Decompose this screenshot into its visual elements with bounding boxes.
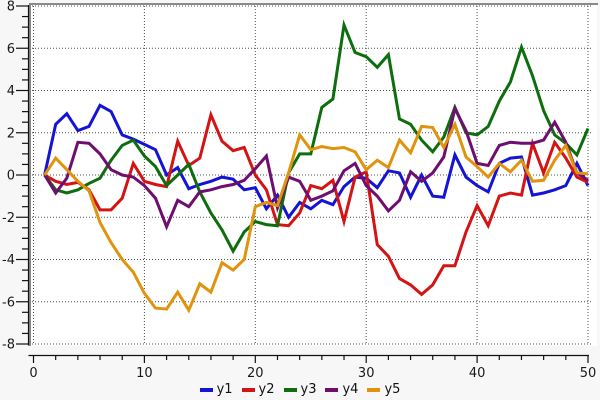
legend-label-y4: y4 <box>342 382 359 397</box>
legend-item-y2: y2 <box>241 382 275 397</box>
y-tick-label--8: -8 <box>2 338 15 353</box>
y-tick-label-0: 0 <box>7 169 15 184</box>
y-tick-label--6: -6 <box>2 295 15 310</box>
y-tick-label-2: 2 <box>7 126 15 141</box>
legend-swatch-y2 <box>241 387 255 392</box>
legend-item-y3: y3 <box>283 382 317 397</box>
legend-item-y1: y1 <box>199 382 233 397</box>
y-tick-label--2: -2 <box>2 211 15 226</box>
legend-item-y5: y5 <box>367 382 400 397</box>
series-line-y1 <box>43 103 590 221</box>
x-tick-label-50: 50 <box>580 366 597 381</box>
chart-legend: y1 y2 y3 y4 y5 <box>0 382 600 397</box>
legend-label-y2: y2 <box>258 382 275 397</box>
y-tick-label-4: 4 <box>7 84 15 99</box>
legend-swatch-y3 <box>283 387 297 392</box>
legend-swatch-y1 <box>199 387 213 392</box>
series-line-y2 <box>43 110 589 297</box>
series-line-y3 <box>43 19 590 255</box>
x-tick-label-0: 0 <box>29 366 37 381</box>
legend-swatch-y5 <box>367 387 381 392</box>
x-tick-label-30: 30 <box>358 366 375 381</box>
legend-label-y5: y5 <box>384 382 401 397</box>
x-tick-label-40: 40 <box>469 366 486 381</box>
y-tick-label-8: 8 <box>7 0 15 15</box>
legend-label-y1: y1 <box>216 382 233 397</box>
y-tick-label--4: -4 <box>2 253 15 268</box>
x-tick-label-20: 20 <box>247 366 264 381</box>
y-tick-label-6: 6 <box>7 42 15 57</box>
series-line-y5 <box>43 120 589 314</box>
series-line-y4 <box>43 104 589 231</box>
panel-border-top <box>29 3 598 5</box>
panel-border-left <box>29 3 31 346</box>
x-tick-label-10: 10 <box>136 366 153 381</box>
legend-label-y3: y3 <box>300 382 317 397</box>
legend-item-y4: y4 <box>325 382 358 397</box>
legend-swatch-y4 <box>325 387 339 392</box>
